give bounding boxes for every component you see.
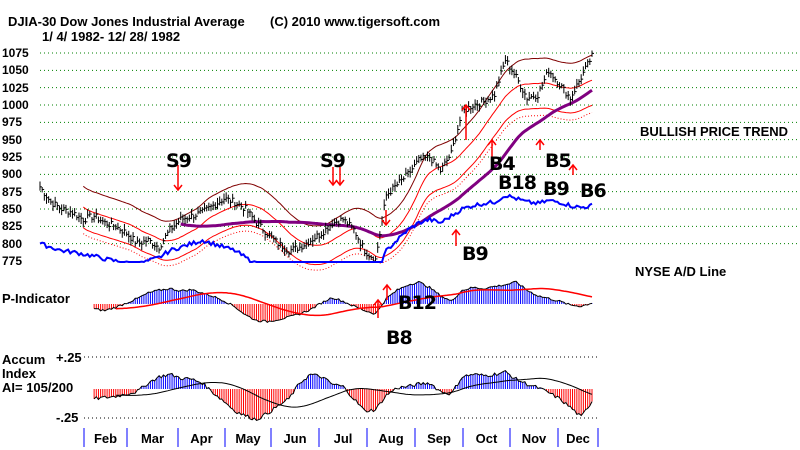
signal-arrow-head [373,298,383,306]
ai-top-tick: +.25 [56,350,82,365]
month-label: Mar [140,431,165,446]
signal-arrow-head [461,103,471,111]
accum-label-2: Index [2,366,36,381]
ai-value: AI= 105/200 [2,380,74,395]
signal-b12: B12 [398,292,437,314]
y-tick-label: 1075 [2,46,29,60]
signal-s9: S9 [166,150,192,172]
signal-b4: B4 [489,153,516,175]
date-range: 1/ 4/ 1982- 12/ 28/ 1982 [42,29,181,44]
signal-arrow-head [535,138,545,146]
upper-band [82,54,593,227]
ad-line [39,193,593,264]
trend-label: BULLISH PRICE TREND [640,124,789,139]
month-label: Aug [378,431,404,446]
accum-index-ma [115,377,593,408]
p-indicator-ma [115,287,593,317]
signal-arrow-head [381,219,391,227]
month-label: Jun [283,431,307,446]
month-label: Oct [475,431,498,446]
signal-arrow-head [335,179,345,187]
y-tick-label: 850 [2,202,23,216]
y-tick-label: 800 [2,236,23,251]
y-tick-label: 950 [2,132,23,147]
signal-arrow-head [568,163,578,171]
lower-band [83,104,593,266]
month-label: Dec [566,431,590,446]
y-tick-label: 825 [2,219,23,234]
y-tick-label: 900 [2,167,23,182]
y-tick-label: 1050 [2,63,29,78]
y-tick-label: 1025 [2,80,29,95]
moving-average [180,88,593,238]
signal-b6: B6 [580,180,607,202]
copyright: (C) 2010 www.tigersoft.com [270,14,440,29]
ai-bottom-tick: -.25 [56,410,79,425]
month-label: Apr [190,431,213,446]
p-indicator-label: P-Indicator [2,291,70,306]
ad-line-label: NYSE A/D Line [635,264,727,279]
y-tick-label: 1000 [2,98,29,112]
month-label: Nov [521,431,547,446]
month-label: Sep [427,431,451,446]
accum-index-line [93,369,593,421]
accum-label-1: Accum [2,352,46,367]
signal-b9: B9 [462,243,489,265]
signal-b9: B9 [543,178,570,200]
signal-s9: S9 [320,150,346,172]
signal-arrow-head [328,179,338,187]
y-tick-label: 875 [2,184,23,199]
signal-arrow-head [382,283,392,291]
dotted-band [83,112,593,271]
signal-arrow-head [173,184,183,192]
y-tick-label: 925 [2,150,23,164]
signal-b8: B8 [386,327,413,349]
month-label: Jul [333,431,353,446]
signal-b5: B5 [545,150,572,172]
signal-b18: B18 [498,172,537,194]
signal-arrow-head [487,138,497,146]
p-indicator-line [94,280,593,324]
month-label: May [235,431,261,446]
middle-band [82,79,593,246]
y-tick-label: 975 [2,115,23,130]
signal-arrow-head [451,228,461,236]
month-label: Feb [93,431,118,446]
y-tick-label: 775 [2,254,23,268]
chart-title: DJIA-30 Dow Jones Industrial Average [8,14,245,29]
